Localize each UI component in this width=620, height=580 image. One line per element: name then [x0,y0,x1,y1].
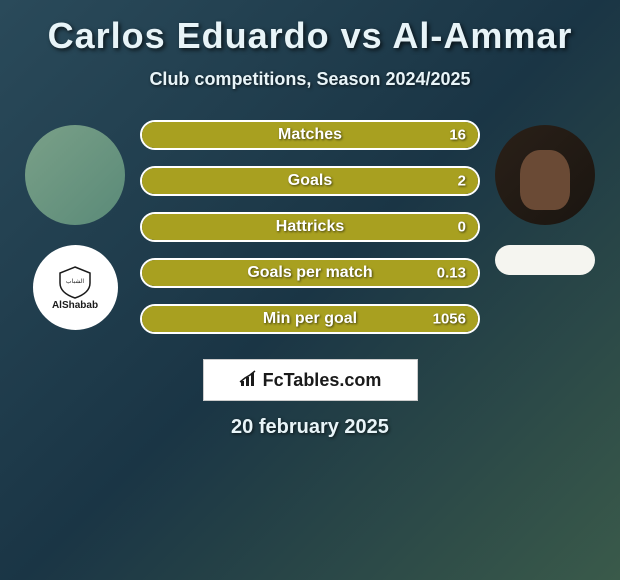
chart-icon [239,369,259,392]
player-left-team-logo: الشباب AlShabab [33,245,118,330]
stat-label: Goals per match [247,264,372,282]
comparison-infographic: Carlos Eduardo vs Al-Ammar Club competit… [0,0,620,580]
comparison-area: الشباب AlShabab Matches 16 Goals 2 [10,120,610,334]
player-left-column: الشباب AlShabab [25,120,125,330]
page-title: Carlos Eduardo vs Al-Ammar [10,15,610,57]
stat-label: Min per goal [263,310,357,328]
stat-value-right: 2 [458,173,466,190]
stat-value-right: 0 [458,219,466,236]
stat-bar-goals-per-match: Goals per match 0.13 [140,258,480,288]
footer-brand-text: FcTables.com [263,370,382,391]
stat-fill-left [142,168,310,194]
stat-bar-matches: Matches 16 [140,120,480,150]
stat-value-right: 0.13 [437,265,466,282]
footer-brand-box: FcTables.com [203,359,418,401]
stat-fill-right [310,168,478,194]
svg-text:الشباب: الشباب [66,278,84,285]
player-right-column [495,120,595,275]
player-right-avatar [495,125,595,225]
stat-label: Hattricks [276,218,344,236]
team-left-label: AlShabab [52,300,98,311]
shield-icon: الشباب [55,265,95,300]
stat-label: Goals [288,172,332,190]
player-right-team-pill [495,245,595,275]
date-label: 20 february 2025 [10,416,610,439]
player-left-avatar [25,125,125,225]
stat-value-right: 16 [449,127,466,144]
stat-value-right: 1056 [433,311,466,328]
subtitle: Club competitions, Season 2024/2025 [10,69,610,90]
stats-column: Matches 16 Goals 2 Hattricks 0 [140,120,480,334]
stat-bar-min-per-goal: Min per goal 1056 [140,304,480,334]
stat-bar-hattricks: Hattricks 0 [140,212,480,242]
stat-bar-goals: Goals 2 [140,166,480,196]
stat-label: Matches [278,126,342,144]
